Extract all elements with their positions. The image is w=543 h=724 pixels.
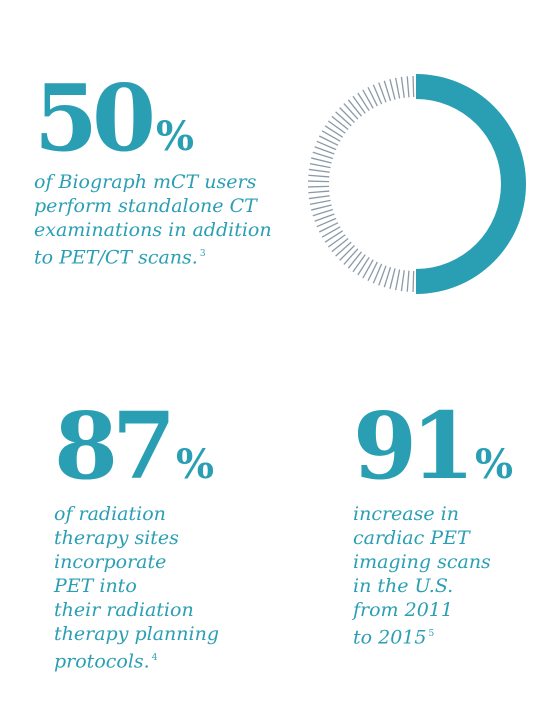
- donut-tick-mark: [372, 263, 383, 284]
- donut-tick-mark: [406, 270, 410, 292]
- donut-tick-mark: [367, 261, 378, 282]
- percent-sign: %: [176, 441, 215, 488]
- stat-value: 91%: [353, 400, 513, 492]
- description-line: therapy planning: [54, 623, 219, 645]
- donut-tick-mark: [331, 237, 349, 253]
- donut-tick-mark: [339, 107, 355, 123]
- donut-tick-mark: [318, 222, 339, 233]
- donut-tick-mark: [357, 92, 370, 112]
- donut-tick-mark: [316, 140, 337, 151]
- description-line: to PET/CT scans. 3: [34, 242, 272, 269]
- donut-tick-mark: [312, 151, 334, 160]
- donut-tick-mark: [400, 270, 405, 292]
- donut-tick-mark: [347, 251, 363, 269]
- donut-tick-mark: [367, 86, 378, 107]
- donut-tick-mark: [352, 254, 366, 273]
- donut-tick-mark: [383, 266, 392, 288]
- donut-tick-mark: [324, 230, 344, 243]
- stat-description: of radiation therapy sites incorporate P…: [54, 502, 219, 673]
- donut-tick-mark: [312, 208, 334, 217]
- donut-tick-mark: [335, 111, 352, 127]
- footnote-marker: 5: [428, 629, 435, 639]
- description-line: therapy sites: [54, 527, 179, 549]
- description-line: from 2011: [353, 599, 453, 621]
- donut-tick-mark: [327, 120, 346, 134]
- donut-tick-mark: [383, 80, 392, 102]
- donut-tick-mark: [412, 270, 415, 292]
- donut-tick-mark: [321, 226, 341, 238]
- stat-value: 50%: [34, 72, 272, 164]
- donut-tick-mark: [308, 195, 330, 200]
- stat-number: 87: [54, 392, 176, 500]
- stat-radiation-therapy-sites: 87% of radiation therapy sites incorpora…: [54, 400, 219, 673]
- description-line-text: protocols.: [54, 650, 150, 673]
- donut-tick-mark: [331, 115, 349, 131]
- stat-cardiac-pet-increase: 91% increase in cardiac PET imaging scan…: [353, 400, 513, 649]
- stat-number: 50: [34, 64, 156, 172]
- description-line: increase in: [353, 503, 459, 525]
- donut-tick-mark: [412, 76, 415, 98]
- donut-tick-mark: [362, 89, 374, 109]
- percentage-donut-chart: [308, 74, 526, 294]
- description-line: incorporate: [54, 551, 167, 573]
- percent-sign: %: [475, 441, 514, 488]
- stat-number: 91: [353, 392, 475, 500]
- donut-tick-mark: [352, 95, 366, 114]
- donut-tick-mark: [378, 82, 387, 103]
- donut-tick-mark: [316, 217, 337, 228]
- description-line: cardiac PET: [353, 527, 470, 549]
- donut-tick-mark: [311, 204, 332, 211]
- donut-tick-mark: [339, 245, 355, 261]
- donut-tick-mark: [308, 185, 330, 188]
- donut-tick-mark: [347, 99, 363, 117]
- donut-tick-mark: [372, 84, 383, 105]
- donut-tick-mark: [308, 174, 330, 178]
- donut-tick-mark: [343, 248, 359, 265]
- donut-tick-mark: [324, 125, 344, 138]
- description-line: to 2015 5: [353, 622, 513, 649]
- donut-tick-mark: [309, 199, 331, 205]
- donut-tick-mark: [308, 168, 330, 173]
- donut-tick-mark: [314, 213, 335, 222]
- description-line-text: to 2015: [353, 626, 427, 649]
- donut-tick-mark: [389, 268, 396, 289]
- description-line-text: to PET/CT scans.: [34, 246, 198, 269]
- donut-tick-mark: [395, 77, 401, 99]
- description-line: perform standalone CT: [34, 195, 257, 217]
- donut-tick-mark: [400, 76, 405, 98]
- donut-tick-mark: [308, 180, 330, 183]
- footnote-marker: 3: [199, 249, 206, 259]
- donut-tick-mark: [335, 241, 352, 257]
- description-line: their radiation: [54, 599, 194, 621]
- percent-sign: %: [156, 113, 195, 160]
- description-line: of Biograph mCT users: [34, 171, 257, 193]
- description-line: protocols. 4: [54, 646, 219, 673]
- donut-tick-mark: [321, 130, 341, 142]
- description-line: PET into: [54, 575, 137, 597]
- donut-tick-mark: [311, 157, 332, 164]
- donut-tick-mark: [395, 269, 401, 291]
- stat-description: increase in cardiac PET imaging scans in…: [353, 502, 513, 649]
- footnote-marker: 4: [151, 653, 158, 663]
- donut-tick-mark: [343, 103, 359, 120]
- donut-tick-mark: [357, 256, 370, 276]
- description-line: in the U.S.: [353, 575, 454, 597]
- donut-tick-mark: [308, 190, 330, 194]
- stat-description: of Biograph mCT users perform standalone…: [34, 170, 272, 269]
- donut-filled-arc: [416, 74, 526, 294]
- donut-tick-mark: [327, 234, 346, 248]
- donut-tick-mark: [406, 76, 410, 98]
- description-line: examinations in addition: [34, 219, 272, 241]
- description-line: of radiation: [54, 503, 166, 525]
- donut-tick-mark: [314, 146, 335, 155]
- donut-tick-mark: [362, 259, 374, 279]
- donut-tick-mark: [318, 135, 339, 146]
- donut-tick-mark: [378, 265, 387, 286]
- donut-tick-mark: [389, 79, 396, 100]
- stat-value: 87%: [54, 400, 219, 492]
- description-line: imaging scans: [353, 551, 491, 573]
- stat-biograph-standalone-ct: 50% of Biograph mCT users perform standa…: [34, 72, 272, 269]
- donut-tick-mark: [309, 163, 331, 169]
